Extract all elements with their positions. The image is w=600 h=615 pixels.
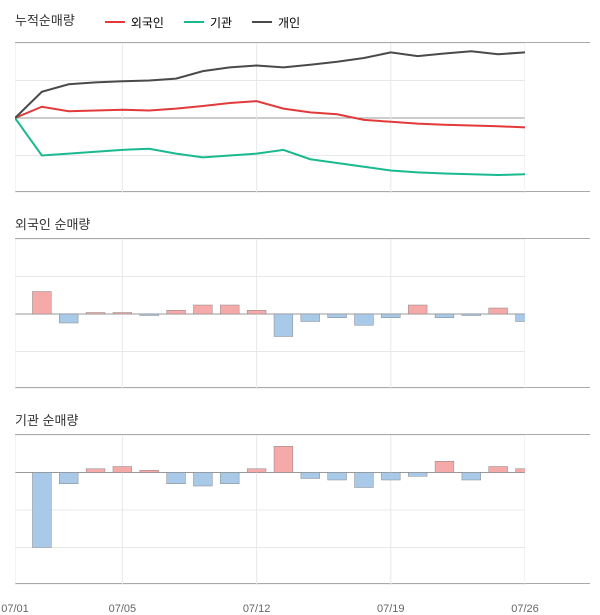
legend-label-individual: 개인 (278, 14, 300, 31)
panel2-title: 외국인 순매량 (15, 214, 590, 233)
chart1-plot: -200,000-100,0000100,000200,000 (15, 42, 590, 192)
x-tick-label: 07/12 (243, 603, 271, 615)
panel-foreign: 외국인 순매량 -100,000-50,000050,000100,000 (15, 214, 590, 388)
x-tick-label: 07/19 (377, 603, 405, 615)
legend-label-institution: 기관 (210, 14, 232, 31)
chart3-svg (15, 435, 525, 585)
chart2-svg (15, 239, 525, 389)
legend-line-institution (184, 21, 204, 23)
legend-foreign: 외국인 (105, 14, 164, 31)
legend-individual: 개인 (252, 14, 300, 31)
chart3-plot: -150,000-100,000-50,000050,000 07/0107/0… (15, 434, 590, 584)
legend-line-foreign (105, 21, 125, 23)
chart1-svg (15, 43, 525, 193)
chart2-plot: -100,000-50,000050,000100,000 (15, 238, 590, 388)
legend-label-foreign: 외국인 (131, 14, 164, 31)
panel1-title: 누적순매량 (15, 10, 75, 29)
legend: 외국인 기관 개인 (105, 14, 300, 31)
chart-container: 누적순매량 외국인 기관 개인 -200,000-100,0000100,000… (0, 0, 600, 604)
x-tick-label: 07/26 (511, 603, 539, 615)
legend-line-individual (252, 21, 272, 23)
legend-institution: 기관 (184, 14, 232, 31)
x-tick-label: 07/05 (109, 603, 137, 615)
panel3-title: 기관 순매량 (15, 410, 590, 429)
x-tick-label: 07/01 (1, 603, 29, 615)
panel-institution: 기관 순매량 -150,000-100,000-50,000050,000 07… (15, 410, 590, 584)
panel1-header: 누적순매량 외국인 기관 개인 (15, 10, 590, 34)
panel-cumulative: 누적순매량 외국인 기관 개인 -200,000-100,0000100,000… (15, 10, 590, 192)
